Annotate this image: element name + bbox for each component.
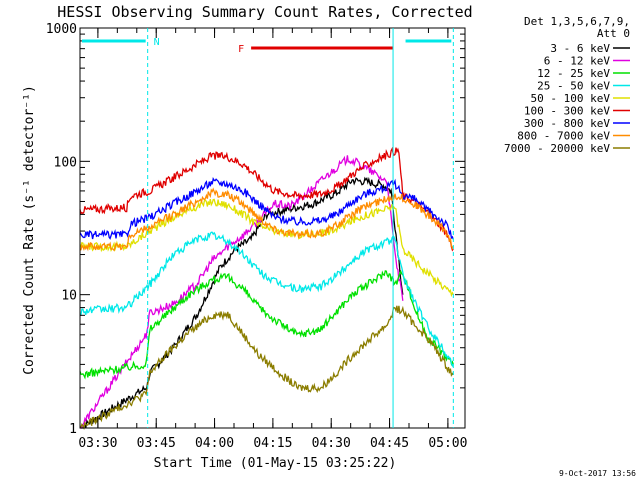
ticks-layer: 1 10 100 1000 03:30 03:45 04:00 04:15 04:30 04:45… (46, 22, 468, 451)
legend-label-12-25-kev: 12 - 25 keV (537, 67, 610, 80)
series-layer (79, 146, 454, 431)
series-line-300-800-kev (79, 177, 454, 240)
series-line-25-50-kev (79, 231, 454, 368)
series-line-12-25-kev (79, 269, 454, 380)
x-axis-label: Start Time (01-May-15 03:25:22) (154, 456, 397, 471)
x-tick-label: 04:30 (312, 436, 351, 451)
chart-title: HESSI Observing Summary Count Rates, Cor… (57, 3, 472, 21)
legend-header: Att 0 (597, 27, 630, 40)
legend-label-6-12-kev: 6 - 12 keV (544, 55, 611, 68)
legend-label-100-300-kev: 100 - 300 keV (524, 105, 610, 118)
legend-label-300-800-kev: 300 - 800 keV (524, 117, 610, 130)
legend-label-800-7000-kev: 800 - 7000 keV (517, 130, 610, 143)
series-line-6-12-kev (79, 155, 404, 430)
x-tick-label: 03:30 (78, 436, 117, 451)
x-tick-label: 04:00 (195, 436, 234, 451)
x-tick-label: 04:45 (370, 436, 409, 451)
legend-label-3-6-kev: 3 - 6 keV (550, 42, 610, 55)
series-line-3-6-kev (79, 176, 404, 429)
y-tick-label: 1000 (46, 22, 77, 37)
legend-label-7000-20000-kev: 7000 - 20000 keV (504, 142, 610, 155)
legend-label-50-100-kev: 50 - 100 keV (531, 92, 611, 105)
legend-label-25-50-kev: 25 - 50 keV (537, 80, 610, 93)
y-tick-label: 100 (54, 155, 77, 170)
x-tick-label: 04:15 (253, 436, 292, 451)
night-label: N (154, 37, 160, 48)
legend-header: Det 1,3,5,6,7,9, (524, 15, 630, 28)
footer-date: 9-Oct-2017 13:56 (559, 469, 636, 478)
series-line-100-300-kev (79, 146, 454, 252)
x-tick-label: 03:45 (137, 436, 176, 451)
y-tick-label: 1 (69, 422, 77, 437)
series-line-800-7000-kev (79, 187, 454, 252)
x-tick-label: 05:00 (428, 436, 467, 451)
annotation-layer: NF (82, 28, 454, 428)
flare-label: F (238, 44, 244, 55)
y-tick-label: 10 (61, 289, 77, 304)
y-axis-label: Corrected Count Rate (s⁻¹ detector⁻¹) (22, 85, 37, 375)
series-line-7000-20000-kev (79, 305, 454, 431)
